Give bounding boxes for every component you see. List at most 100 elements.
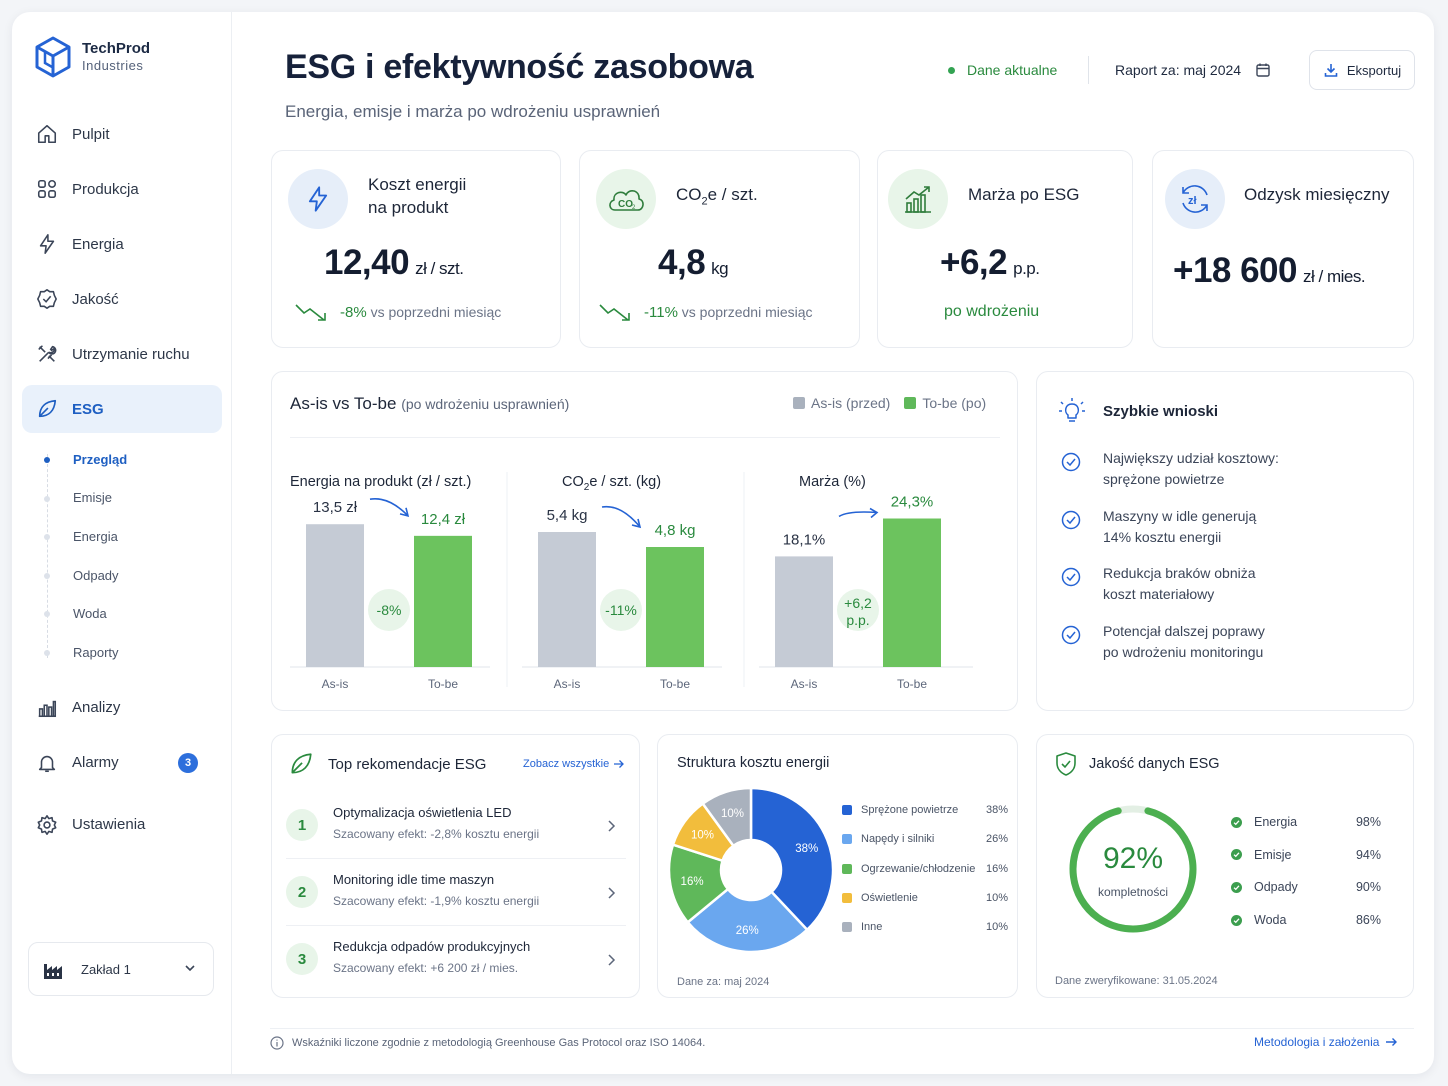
kpi-label: Odzysk miesięczny: [1244, 185, 1390, 204]
arrow-head: [869, 507, 879, 519]
arrow-right-icon: [1386, 1038, 1398, 1046]
badge-check-icon: [37, 289, 57, 309]
recommendation-effect: Szacowany efekt: -2,8% kosztu energii: [333, 827, 540, 841]
comparison-legend: As-is (przed) To-be (po): [793, 395, 986, 411]
change-arrow-icon: [838, 511, 878, 518]
legend-swatch: [842, 805, 852, 815]
legend-item: Ogrzewanie/chłodzenie 16%: [842, 863, 1008, 875]
svg-text:CO: CO: [618, 199, 633, 210]
report-period: maj 2024: [1183, 62, 1242, 78]
export-button[interactable]: Eksportuj: [1309, 50, 1415, 90]
main-content: ESG i efektywność zasobowa Energia, emis…: [232, 12, 1434, 1074]
kpi-card-co2: CO 2 CO2e / szt. 4,8 kg -11% vs poprzedni …: [579, 150, 860, 348]
kpi-card-margin: Marża po ESG +6,2 p.p. po wdrożeniu: [877, 150, 1133, 348]
energy-structure-note: Dane za: maj 2024: [677, 976, 770, 988]
recommendation-item[interactable]: 3 Redukcja odpadów produkcyjnych Szacowany…: [286, 931, 626, 993]
subnav-item-emisje[interactable]: Emisje: [22, 479, 222, 518]
recommendation-rank: 1: [286, 809, 318, 841]
nav-item-alarmy[interactable]: Alarmy 3: [22, 739, 222, 787]
bar-value-label: 24,3%: [891, 494, 934, 511]
home-icon: [37, 124, 57, 144]
subnav-item-woda[interactable]: Woda: [22, 594, 222, 633]
legend-item: Sprężone powietrze 38%: [842, 804, 1008, 816]
kpi-delta-value: -11%: [644, 303, 678, 321]
bar-as-is: [538, 532, 596, 667]
insight-text: Redukcja braków obniża koszt materiałowy: [1103, 565, 1256, 602]
check-filled-icon: [1231, 881, 1242, 893]
data-quality-title: Jakość danych ESG: [1089, 756, 1220, 772]
insight-item: Maszyny w idle generują 14% kosztu energi…: [1057, 506, 1256, 548]
quality-value: 90%: [1355, 880, 1381, 895]
change-label: +6,2: [844, 595, 872, 611]
subnav-item-przeglad[interactable]: Przegląd: [22, 440, 222, 479]
recommendation-title: Monitoring idle time maszyn: [333, 872, 495, 887]
quality-label: Energia: [1254, 815, 1298, 829]
legend-value: 26%: [985, 833, 1008, 846]
arrow-head: [631, 518, 642, 529]
completeness-value: 92%: [1102, 842, 1164, 875]
lightbulb-icon: [1059, 398, 1085, 422]
legend-label: Ogrzewanie/chłodzenie: [861, 862, 976, 875]
kpi-unit: zł / mies.: [1303, 267, 1366, 286]
recommendation-item[interactable]: 2 Monitoring idle time maszyn Szacowany ef…: [286, 864, 626, 926]
legend-item: Napędy i silniki 26%: [842, 833, 1008, 845]
legend-swatch: [842, 834, 852, 845]
methodology-link[interactable]: Metodologia i założenia: [1254, 1035, 1398, 1049]
nav-item-ustawienia[interactable]: Ustawienia: [22, 801, 222, 849]
x-tick-label: To-be: [428, 677, 458, 691]
kpi-unit: zł / szt.: [415, 259, 464, 278]
nav-item-energia[interactable]: Energia: [22, 220, 222, 268]
chevron-right-icon: [606, 819, 616, 838]
nav-item-esg[interactable]: ESG: [22, 385, 222, 433]
bar-as-is: [775, 556, 833, 667]
subnav-item-energia[interactable]: Energia: [22, 517, 222, 556]
x-tick-label: As-is: [791, 677, 818, 691]
nav-item-jakosc[interactable]: Jakość: [22, 275, 222, 323]
kpi-label-line2: na produkt: [368, 198, 449, 217]
insights-card: Szybkie wnioski Największy udział koszto…: [1036, 371, 1414, 711]
nav-item-utrzymanie-ruchu[interactable]: Utrzymanie ruchu: [22, 330, 222, 378]
completeness-ring: [1069, 805, 1197, 933]
legend-swatch-asis: [793, 397, 805, 409]
legend-swatch: [842, 922, 852, 933]
recommendation-rank: 2: [286, 876, 318, 908]
check-circle-icon: [1061, 625, 1081, 644]
bar-as-is: [306, 524, 364, 667]
currency-refresh-icon: zł: [1182, 185, 1208, 213]
kpi-icon-wrap: zł: [1165, 169, 1225, 229]
nav-label: Utrzymanie ruchu: [72, 345, 190, 363]
energy-structure-card: Struktura kosztu energii 38% 26% 16% 10% 10%…: [657, 734, 1018, 998]
see-all-link[interactable]: Zobacz wszystkie: [523, 758, 625, 770]
subnav-item-odpady[interactable]: Odpady: [22, 556, 222, 595]
quality-label: Odpady: [1254, 880, 1298, 895]
comparison-title-note: (po wdrożeniu usprawnień): [401, 396, 570, 412]
brand-logo[interactable]: TechProd Industries: [34, 36, 150, 78]
kpi-value: 4,8: [658, 243, 706, 282]
x-tick-label: As-is: [554, 677, 581, 691]
slice-label: 10%: [721, 808, 744, 820]
insight-text: Potencjał dalszej poprawy po wdrożeniu mo…: [1103, 622, 1265, 660]
legend-item: Inne 10%: [842, 921, 1008, 933]
gear-icon: [37, 814, 57, 835]
insight-text: Maszyny w idle generują 14% kosztu energi…: [1103, 507, 1257, 545]
nav-item-pulpit[interactable]: Pulpit: [22, 110, 222, 158]
kpi-value: +18 600: [1173, 251, 1298, 290]
esg-subnav: Przegląd Emisje Energia Odpady Woda Rapo…: [22, 440, 222, 672]
legend-value: 16%: [985, 862, 1008, 875]
chevron-right-icon: [606, 886, 616, 905]
nav-label: Alarmy: [72, 754, 119, 772]
plant-selector[interactable]: Zakład 1: [28, 942, 214, 996]
factory-icon: [44, 964, 62, 979]
footer-divider: [270, 1028, 1414, 1029]
recommendation-item[interactable]: 1 Optymalizacja oświetlenia LED Szacowany …: [286, 797, 626, 859]
report-period-picker[interactable]: Raport za: maj 2024: [1115, 62, 1271, 78]
nav-item-produkcja[interactable]: Produkcja: [22, 165, 222, 213]
recommendation-effect: Szacowany efekt: -1,9% kosztu energii: [333, 894, 540, 908]
slice-label: 16%: [681, 876, 704, 888]
change-badge: [837, 589, 879, 631]
subnav-item-raporty[interactable]: Raporty: [22, 633, 222, 672]
chart-title: CO2e / szt. (kg): [562, 474, 661, 493]
nav-item-analizy[interactable]: Analizy: [22, 684, 222, 732]
trend-down-icon: [295, 304, 326, 321]
energy-structure-title: Struktura kosztu energii: [677, 755, 830, 771]
